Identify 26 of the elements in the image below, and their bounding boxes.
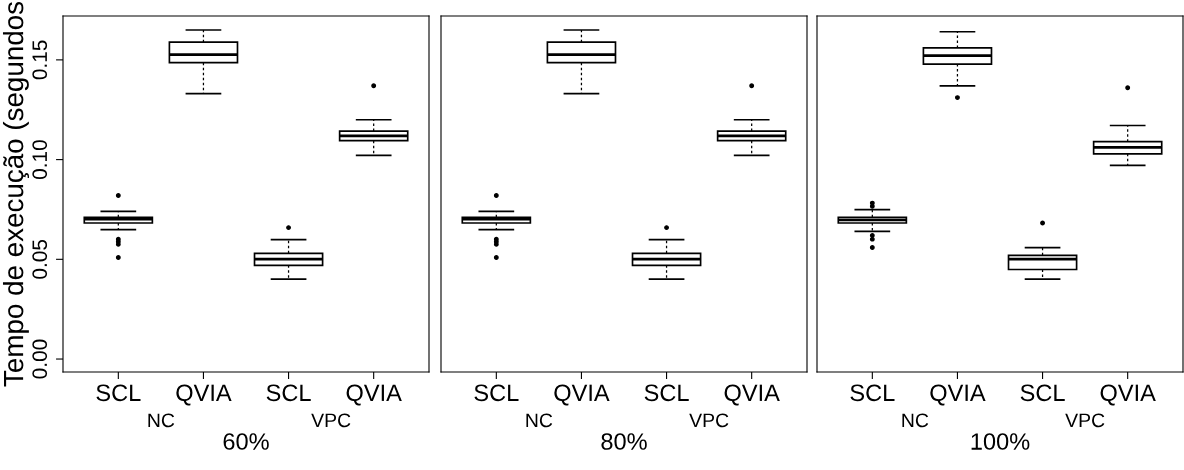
x-tick-label: QVIA (346, 384, 402, 406)
x-tick-label: QVIA (930, 384, 986, 406)
x-tick-label: SCL (96, 384, 141, 402)
x-axis-title: 100% (971, 433, 1030, 450)
x-tick-label: SCL (850, 384, 895, 402)
text: NC (902, 413, 929, 428)
x-tick-label: SCL (474, 384, 519, 402)
text: VPC (689, 413, 729, 428)
x-axis-title: 60% (223, 433, 269, 450)
x-tick-label: QVIA (1100, 384, 1156, 406)
text: NC (148, 413, 175, 428)
text: VPC (311, 413, 351, 428)
x-tick-label: QVIA (554, 384, 610, 406)
x-tick-label: SCL (1020, 384, 1065, 402)
y-tick-label: 0.10 (32, 140, 48, 180)
y-tick-label: 0.05 (32, 239, 48, 279)
x-axis-title: 80% (601, 433, 647, 450)
x-tick-label: QVIA (724, 384, 780, 406)
y-tick-label: 0.00 (32, 339, 48, 379)
y-axis-title: Tempo de execução (segundos (2, 1, 29, 387)
text: VPC (1065, 413, 1105, 428)
y-tick-label: 0.15 (32, 40, 48, 80)
x-tick-label: QVIA (176, 384, 232, 406)
x-tick-label: SCL (266, 384, 311, 402)
text: NC (526, 413, 553, 428)
x-tick-label: SCL (644, 384, 689, 402)
